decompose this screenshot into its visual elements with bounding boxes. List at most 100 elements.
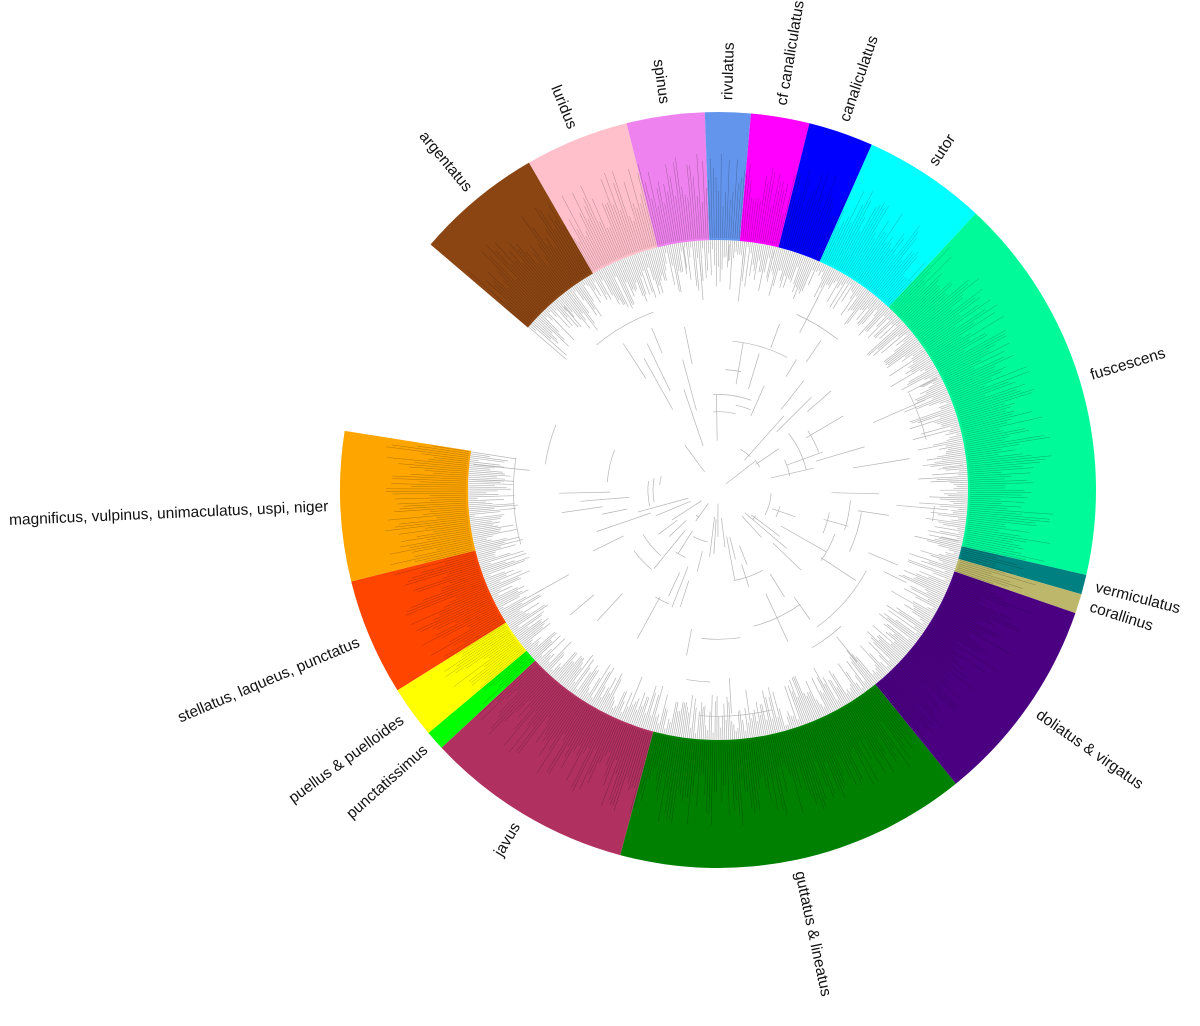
- tip-label-mark: [795, 189, 816, 251]
- tree-branch: [699, 709, 773, 717]
- tip-label-mark: [918, 289, 983, 338]
- tip-label-mark: [436, 514, 468, 519]
- tip-label-mark: [942, 604, 978, 623]
- tree-branch: [483, 560, 525, 577]
- tree-branch: [820, 690, 832, 713]
- tip-label-mark: [517, 668, 541, 692]
- tip-label-mark: [872, 688, 913, 741]
- tree-branch: [740, 449, 751, 457]
- tree-branch: [737, 728, 740, 740]
- tip-label-mark: [892, 671, 934, 716]
- tree-branch: [729, 536, 736, 560]
- tree-branch: [675, 551, 686, 558]
- tip-label-mark: [612, 171, 639, 251]
- tree-branch: [784, 251, 794, 277]
- tree-branch: [826, 273, 844, 303]
- tree-branch: [470, 518, 501, 523]
- tip-label-mark: [961, 554, 996, 565]
- tree-branch: [530, 632, 557, 656]
- tip-label-mark: [811, 203, 834, 257]
- tip-label-mark: [791, 730, 813, 797]
- tree-branch: [655, 501, 691, 517]
- clade-label-doliatus-virgatus: doliatus & virgatus: [1033, 706, 1147, 793]
- tip-label-mark: [437, 601, 493, 630]
- tree-branch: [725, 240, 727, 257]
- tip-label-mark: [405, 583, 485, 616]
- tip-label-mark: [640, 194, 655, 247]
- tip-label-mark: [514, 260, 551, 302]
- tip-label-mark: [965, 436, 1010, 445]
- tip-label-mark: [846, 706, 886, 773]
- tree-branch: [927, 592, 943, 601]
- tree-branch: [912, 605, 934, 618]
- tree-branch: [940, 419, 959, 426]
- tree-branch: [519, 623, 545, 643]
- tree-branch: [662, 246, 667, 264]
- tip-label-mark: [964, 539, 1015, 550]
- tip-label-mark: [404, 563, 477, 586]
- tree-branch: [946, 436, 963, 441]
- tree-branch: [812, 260, 818, 271]
- tip-label-mark: [655, 736, 668, 793]
- tip-label-mark: [509, 250, 553, 301]
- tree-branch: [483, 574, 491, 578]
- tree-branch: [701, 637, 741, 640]
- tip-label-mark: [903, 285, 940, 320]
- tree-branch: [541, 312, 547, 318]
- tree-branch: [739, 545, 748, 565]
- tree-branch: [748, 353, 760, 390]
- tip-label-mark: [800, 727, 827, 799]
- tree-branch: [958, 532, 965, 534]
- tree-branch: [759, 704, 767, 736]
- tree-branch: [560, 657, 583, 685]
- tip-label-mark: [833, 713, 853, 749]
- tip-label-mark: [599, 221, 617, 260]
- tip-label-mark: [963, 545, 1026, 560]
- tip-label-mark: [963, 422, 1008, 433]
- tree-branch: [478, 555, 496, 562]
- tree-branch: [631, 709, 638, 725]
- tip-label-mark: [532, 226, 573, 285]
- tip-label-mark: [969, 511, 1050, 520]
- tree-branch: [816, 570, 867, 628]
- tree-branch: [934, 526, 965, 532]
- tree-branch: [616, 261, 627, 283]
- tip-label-mark: [423, 578, 483, 601]
- tip-label-mark: [935, 616, 970, 637]
- tip-label-mark: [766, 737, 775, 778]
- tree-branch: [526, 640, 540, 652]
- tree-branch: [629, 255, 648, 302]
- tree-branch: [667, 244, 673, 266]
- tree-branches: [385, 153, 1054, 826]
- tree-branch: [745, 689, 753, 738]
- tree-branch: [944, 570, 954, 575]
- tip-label-mark: [536, 694, 571, 743]
- tree-branch: [920, 423, 960, 435]
- tree-branch: [831, 492, 880, 495]
- tree-branch: [700, 706, 704, 740]
- tip-label-mark: [498, 658, 531, 688]
- tree-branch: [580, 496, 630, 502]
- tip-label-mark: [945, 596, 1020, 633]
- tip-label-mark: [760, 738, 772, 802]
- tip-label-mark: [785, 732, 802, 789]
- tip-label-mark: [604, 721, 620, 757]
- tree-branch: [747, 241, 749, 248]
- tree-branch: [901, 370, 938, 391]
- tree-branch: [778, 249, 786, 271]
- tip-label-mark: [946, 356, 1004, 384]
- tree-branch: [768, 248, 782, 296]
- tree-branch: [846, 277, 851, 285]
- tree-branch: [469, 516, 503, 521]
- tip-label-mark: [964, 428, 1000, 437]
- tree-branch: [510, 604, 549, 631]
- tip-label-mark: [893, 670, 936, 713]
- tip-label-mark: [752, 197, 760, 241]
- tree-branch: [946, 400, 952, 404]
- tip-label-mark: [453, 617, 501, 646]
- tip-label-mark: [657, 737, 674, 822]
- tip-label-mark: [478, 662, 535, 716]
- tree-branch: [844, 500, 851, 531]
- tree-branch: [605, 696, 615, 714]
- tree-branch: [557, 297, 575, 318]
